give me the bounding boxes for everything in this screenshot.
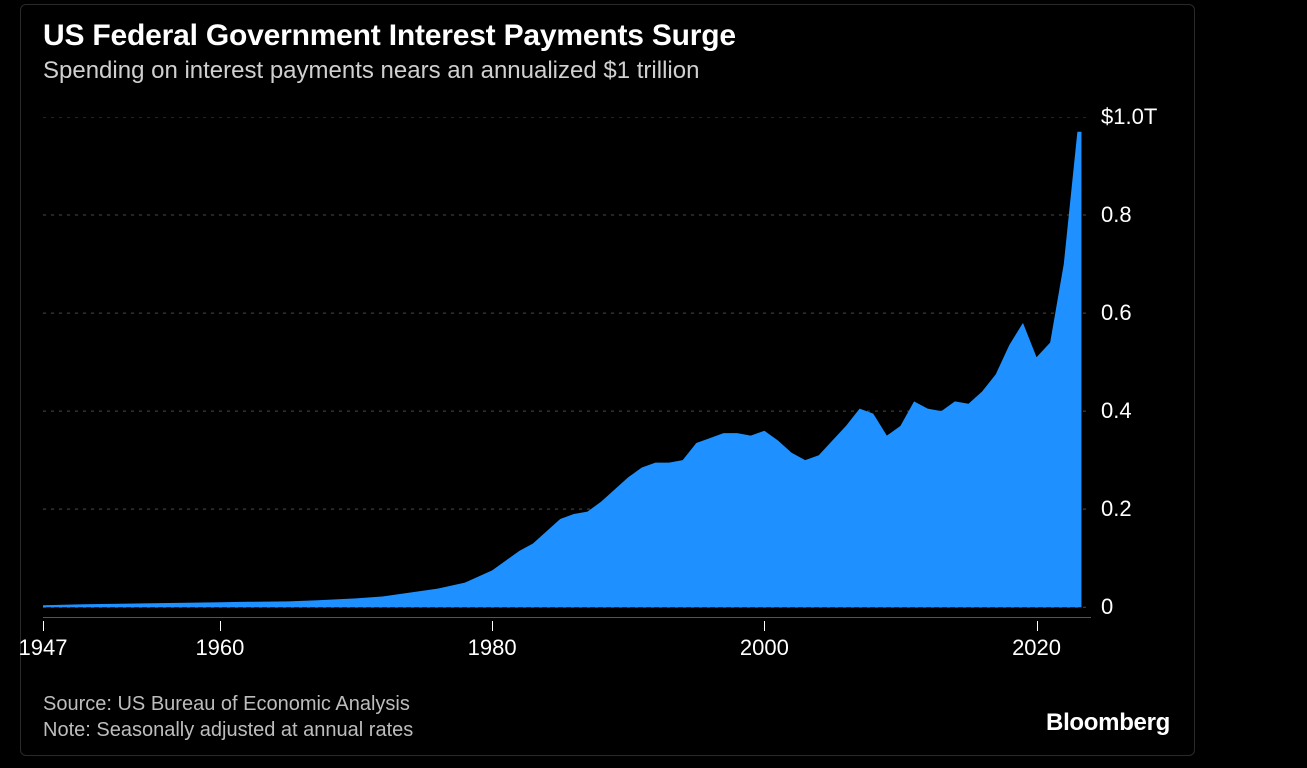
brand-label: Bloomberg [1046,709,1170,737]
x-tick [764,621,765,631]
plot-area [43,117,1091,617]
x-tick [1037,621,1038,631]
y-tick-label: $1.0T [1101,104,1157,130]
source-text: Source: US Bureau of Economic Analysis [43,693,410,716]
x-tick [492,621,493,631]
area-chart-svg [43,117,1091,617]
x-tick-label: 1980 [468,635,517,661]
area-series [43,132,1081,607]
chart-frame: US Federal Government Interest Payments … [20,4,1195,756]
x-tick [43,621,44,631]
note-text: Note: Seasonally adjusted at annual rate… [43,719,413,742]
x-tick-label: 2020 [1012,635,1061,661]
y-tick-label: 0 [1101,594,1113,620]
y-tick-label: 0.8 [1101,202,1132,228]
chart-subtitle: Spending on interest payments nears an a… [43,57,699,85]
x-tick [220,621,221,631]
x-tick-label: 1947 [19,635,68,661]
y-tick-label: 0.6 [1101,300,1132,326]
y-axis-labels: 00.20.40.60.8$1.0T [1101,117,1181,617]
x-axis: 19471960198020002020 [43,621,1091,671]
y-tick-label: 0.4 [1101,398,1132,424]
x-tick-label: 1960 [195,635,244,661]
x-axis-line [43,617,1091,618]
x-tick-label: 2000 [740,635,789,661]
chart-title: US Federal Government Interest Payments … [43,19,736,53]
y-tick-label: 0.2 [1101,496,1132,522]
